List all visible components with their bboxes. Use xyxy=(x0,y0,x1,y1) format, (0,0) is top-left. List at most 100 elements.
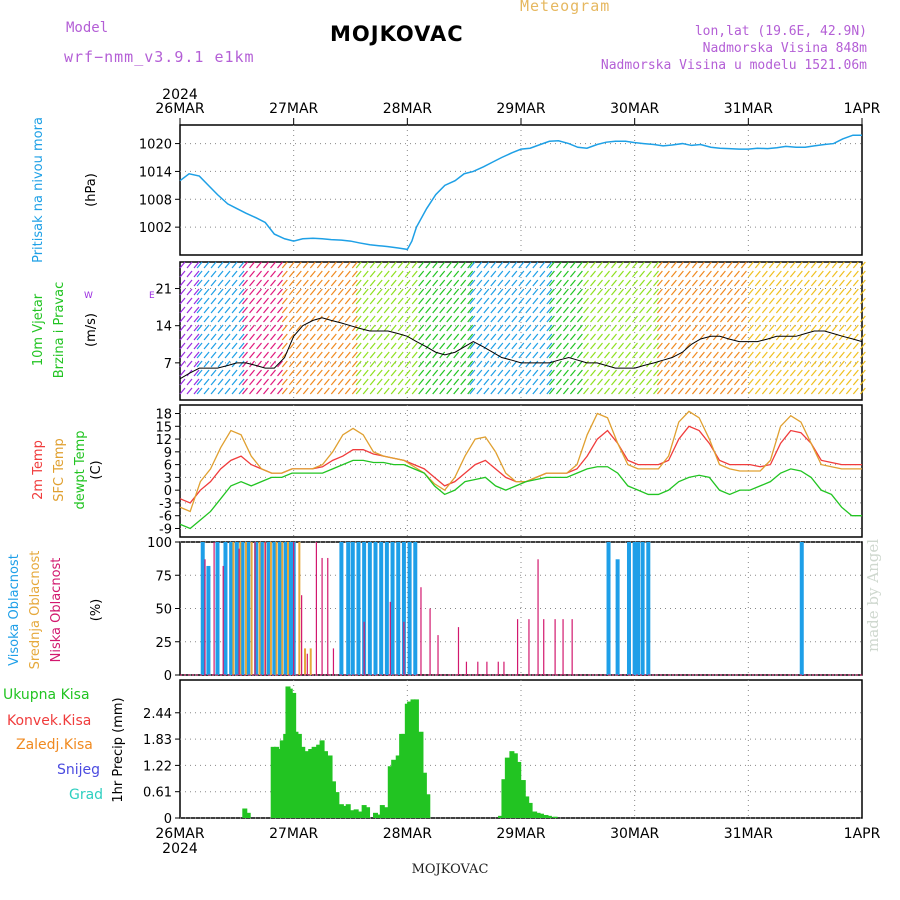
wind-barb xyxy=(754,261,761,269)
wind-barb xyxy=(555,324,562,332)
wind-barb xyxy=(281,315,288,323)
wind-barb xyxy=(453,369,460,377)
wind-barb xyxy=(576,306,583,314)
wind-barb xyxy=(532,324,539,332)
wind-barb xyxy=(404,360,411,368)
wind-barb xyxy=(604,378,610,386)
wind-barb xyxy=(186,315,193,323)
wind-barb xyxy=(351,333,358,341)
wind-barb xyxy=(569,279,576,287)
low-cloud-bar xyxy=(465,661,468,675)
wind-barb xyxy=(397,342,404,350)
wind-barb xyxy=(446,342,453,350)
wind-barb xyxy=(404,306,411,314)
wind-barb xyxy=(796,342,803,350)
wind-barb xyxy=(263,369,269,377)
wind-barb xyxy=(446,279,453,287)
wind-barb xyxy=(852,387,859,395)
wind-barb xyxy=(782,324,789,332)
wind-barb xyxy=(782,288,789,296)
wind-barb xyxy=(497,333,504,341)
wind-barb xyxy=(411,270,418,278)
wind-barb xyxy=(330,324,337,332)
wind-barb xyxy=(719,297,726,305)
low-cloud-axis-label: Niska Oblacnost xyxy=(49,558,64,663)
wind-barb xyxy=(224,351,231,359)
wind-barb xyxy=(369,270,376,278)
wind-barb xyxy=(859,342,866,350)
wind-barb xyxy=(677,351,684,359)
wind-barb xyxy=(425,387,432,395)
wind-barb xyxy=(539,360,546,368)
wind-barb xyxy=(288,369,295,377)
wind-barb xyxy=(330,297,337,305)
high-cloud-bar xyxy=(632,542,637,675)
wind-barb xyxy=(497,270,504,278)
wind-barb xyxy=(852,288,859,296)
wind-barb xyxy=(546,261,553,269)
precip-bar xyxy=(418,731,424,818)
wind-barb xyxy=(824,297,831,305)
time-tick-label-top: 31MAR xyxy=(724,101,773,117)
wind-barb xyxy=(397,378,404,386)
wind-barb xyxy=(476,333,483,341)
wind-barb xyxy=(383,342,390,350)
wind-barb xyxy=(677,387,684,395)
wind-barb xyxy=(705,378,712,386)
wind-barb xyxy=(845,369,852,377)
wind-barb xyxy=(238,360,245,368)
wind-barb xyxy=(845,342,852,350)
high-cloud-axis-label: Visoka Oblacnost xyxy=(7,554,22,666)
precip-legend-label: Snijeg xyxy=(57,762,100,778)
wind-barb xyxy=(525,333,532,341)
wind-barb xyxy=(838,387,845,395)
wind-barb xyxy=(810,261,817,269)
wind-barb xyxy=(210,360,217,368)
wind-barb xyxy=(277,279,283,287)
wind-barb xyxy=(611,378,617,386)
wind-barb xyxy=(351,342,358,350)
wind-barb xyxy=(562,351,569,359)
wind-barb xyxy=(562,342,569,350)
wind-barb xyxy=(852,261,859,269)
wind-barb xyxy=(803,387,810,395)
wind-barb xyxy=(203,288,210,296)
wind-barb xyxy=(439,279,446,287)
wind-barb xyxy=(663,270,670,278)
wind-barb xyxy=(670,270,677,278)
wind-barb xyxy=(179,333,186,341)
wind-barb xyxy=(656,306,663,314)
wind-barb xyxy=(740,306,747,314)
wind-barb xyxy=(852,360,859,368)
high-cloud-bar xyxy=(234,542,239,675)
wind-barb xyxy=(432,315,439,323)
high-cloud-bar xyxy=(367,542,372,675)
wind-barb xyxy=(810,324,817,332)
wind-barb xyxy=(712,351,719,359)
wind-barb xyxy=(224,297,231,305)
wind-barb xyxy=(705,297,712,305)
wind-barb xyxy=(670,342,677,350)
low-cloud-bar xyxy=(562,619,564,675)
wind-barb xyxy=(782,270,789,278)
wind-barb xyxy=(302,288,309,296)
wind-barb xyxy=(597,378,603,386)
wind-barb xyxy=(309,360,316,368)
wind-barb xyxy=(824,360,831,368)
precip-bar xyxy=(401,733,407,818)
wind-barb xyxy=(397,297,404,305)
wind-barb xyxy=(831,387,838,395)
wind-barb xyxy=(646,342,652,350)
time-tick-label-bottom: 26MAR xyxy=(155,826,204,842)
wind-barb xyxy=(691,378,698,386)
wind-barb xyxy=(210,378,217,386)
wind-barb xyxy=(817,369,824,377)
wind-barb xyxy=(546,297,553,305)
wind-barb xyxy=(663,279,670,287)
wind-barb xyxy=(425,378,432,386)
wind-barb xyxy=(469,369,476,377)
wind-barb xyxy=(425,351,432,359)
wind-barb xyxy=(281,288,288,296)
wind-barb xyxy=(330,270,337,278)
wind-barb xyxy=(831,324,838,332)
